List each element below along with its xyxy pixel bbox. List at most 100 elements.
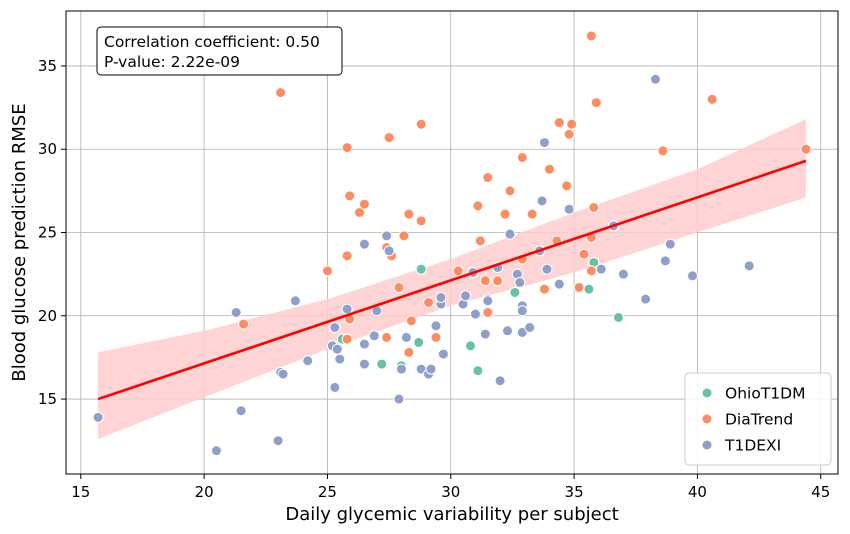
data-point <box>393 393 405 405</box>
data-point <box>541 263 553 275</box>
data-point <box>482 172 494 184</box>
regression-line <box>97 159 807 401</box>
data-point <box>706 93 718 105</box>
data-point <box>595 263 607 275</box>
data-point <box>566 118 578 130</box>
data-point <box>400 331 412 343</box>
data-point <box>341 333 353 345</box>
y-tick-label: 15 <box>38 390 57 408</box>
data-point <box>452 265 464 277</box>
legend-box <box>684 372 832 466</box>
data-points <box>92 30 812 457</box>
data-point <box>464 340 476 352</box>
data-point <box>482 306 494 318</box>
data-point <box>238 318 250 330</box>
data-point <box>405 315 417 327</box>
data-point <box>482 295 494 307</box>
data-point <box>393 281 405 293</box>
data-point <box>398 230 410 242</box>
data-point <box>499 208 511 220</box>
data-point <box>474 235 486 247</box>
x-axis-label: Daily glycemic variability per subject <box>285 504 618 525</box>
legend-marker <box>701 413 713 425</box>
data-point <box>329 321 341 333</box>
data-point <box>383 245 395 257</box>
data-point <box>494 375 506 387</box>
data-point <box>469 308 481 320</box>
legend-marker <box>701 387 713 399</box>
data-point <box>376 358 388 370</box>
correlation-text: Correlation coefficient: 0.50 <box>104 33 320 51</box>
data-point <box>504 228 516 240</box>
x-tick-label: 25 <box>318 483 337 501</box>
legend: OhioT1DM DiaTrend T1DEXI <box>684 372 832 466</box>
data-point <box>573 281 585 293</box>
data-point <box>329 381 341 393</box>
data-point <box>210 445 222 457</box>
legend-label: T1DEXI <box>724 437 781 455</box>
data-point <box>553 117 565 129</box>
data-point <box>423 296 435 308</box>
data-point <box>585 30 597 42</box>
data-point <box>437 348 449 360</box>
x-tick-label: 30 <box>441 483 460 501</box>
data-point <box>344 190 356 202</box>
series-diatrend <box>238 30 812 358</box>
data-point <box>277 368 289 380</box>
data-point <box>649 73 661 85</box>
data-point <box>640 293 652 305</box>
data-point <box>583 283 595 295</box>
data-point <box>561 180 573 192</box>
data-point <box>686 270 698 282</box>
data-point <box>358 238 370 250</box>
data-point <box>341 142 353 154</box>
plot-frame <box>65 10 839 475</box>
stats-annotation: Correlation coefficient: 0.50 P-value: 2… <box>96 26 343 76</box>
data-point <box>334 353 346 365</box>
data-point <box>563 128 575 140</box>
data-point <box>289 295 301 307</box>
data-point <box>354 207 366 219</box>
y-tick-label: 20 <box>38 307 57 325</box>
x-tick-label: 45 <box>811 483 830 501</box>
axis-ticks: 15 20 25 30 35 40 45 15 20 25 30 35 <box>38 57 830 501</box>
data-point <box>415 215 427 227</box>
data-point <box>230 306 242 318</box>
data-point <box>435 291 447 303</box>
data-point <box>472 200 484 212</box>
y-axis-label: Blood glucose prediction RMSE <box>9 103 30 381</box>
data-point <box>516 152 528 164</box>
regression-line-path <box>97 159 807 401</box>
data-point <box>413 336 425 348</box>
data-point <box>460 290 472 302</box>
x-tick-label: 35 <box>565 483 584 501</box>
data-point <box>341 250 353 262</box>
data-point <box>526 208 538 220</box>
data-point <box>504 185 516 197</box>
legend-label: OhioT1DM <box>725 385 805 403</box>
y-tick-label: 25 <box>38 224 57 242</box>
data-point <box>341 303 353 315</box>
data-point <box>617 268 629 280</box>
y-tick-label: 35 <box>38 57 57 75</box>
data-point <box>514 276 526 288</box>
y-tick-label: 30 <box>38 140 57 158</box>
x-tick-label: 20 <box>195 483 214 501</box>
data-point <box>743 260 755 272</box>
stats-annotation-box <box>96 26 343 76</box>
data-point <box>331 343 343 355</box>
data-point <box>538 137 550 149</box>
data-point <box>403 208 415 220</box>
x-tick-label: 15 <box>71 483 90 501</box>
data-point <box>381 331 393 343</box>
data-point <box>275 87 287 99</box>
data-point <box>472 365 484 377</box>
data-point <box>800 143 812 155</box>
data-point <box>381 230 393 242</box>
data-point <box>395 363 407 375</box>
data-point <box>479 328 491 340</box>
data-point <box>383 132 395 144</box>
data-point <box>659 255 671 267</box>
data-point <box>430 320 442 332</box>
